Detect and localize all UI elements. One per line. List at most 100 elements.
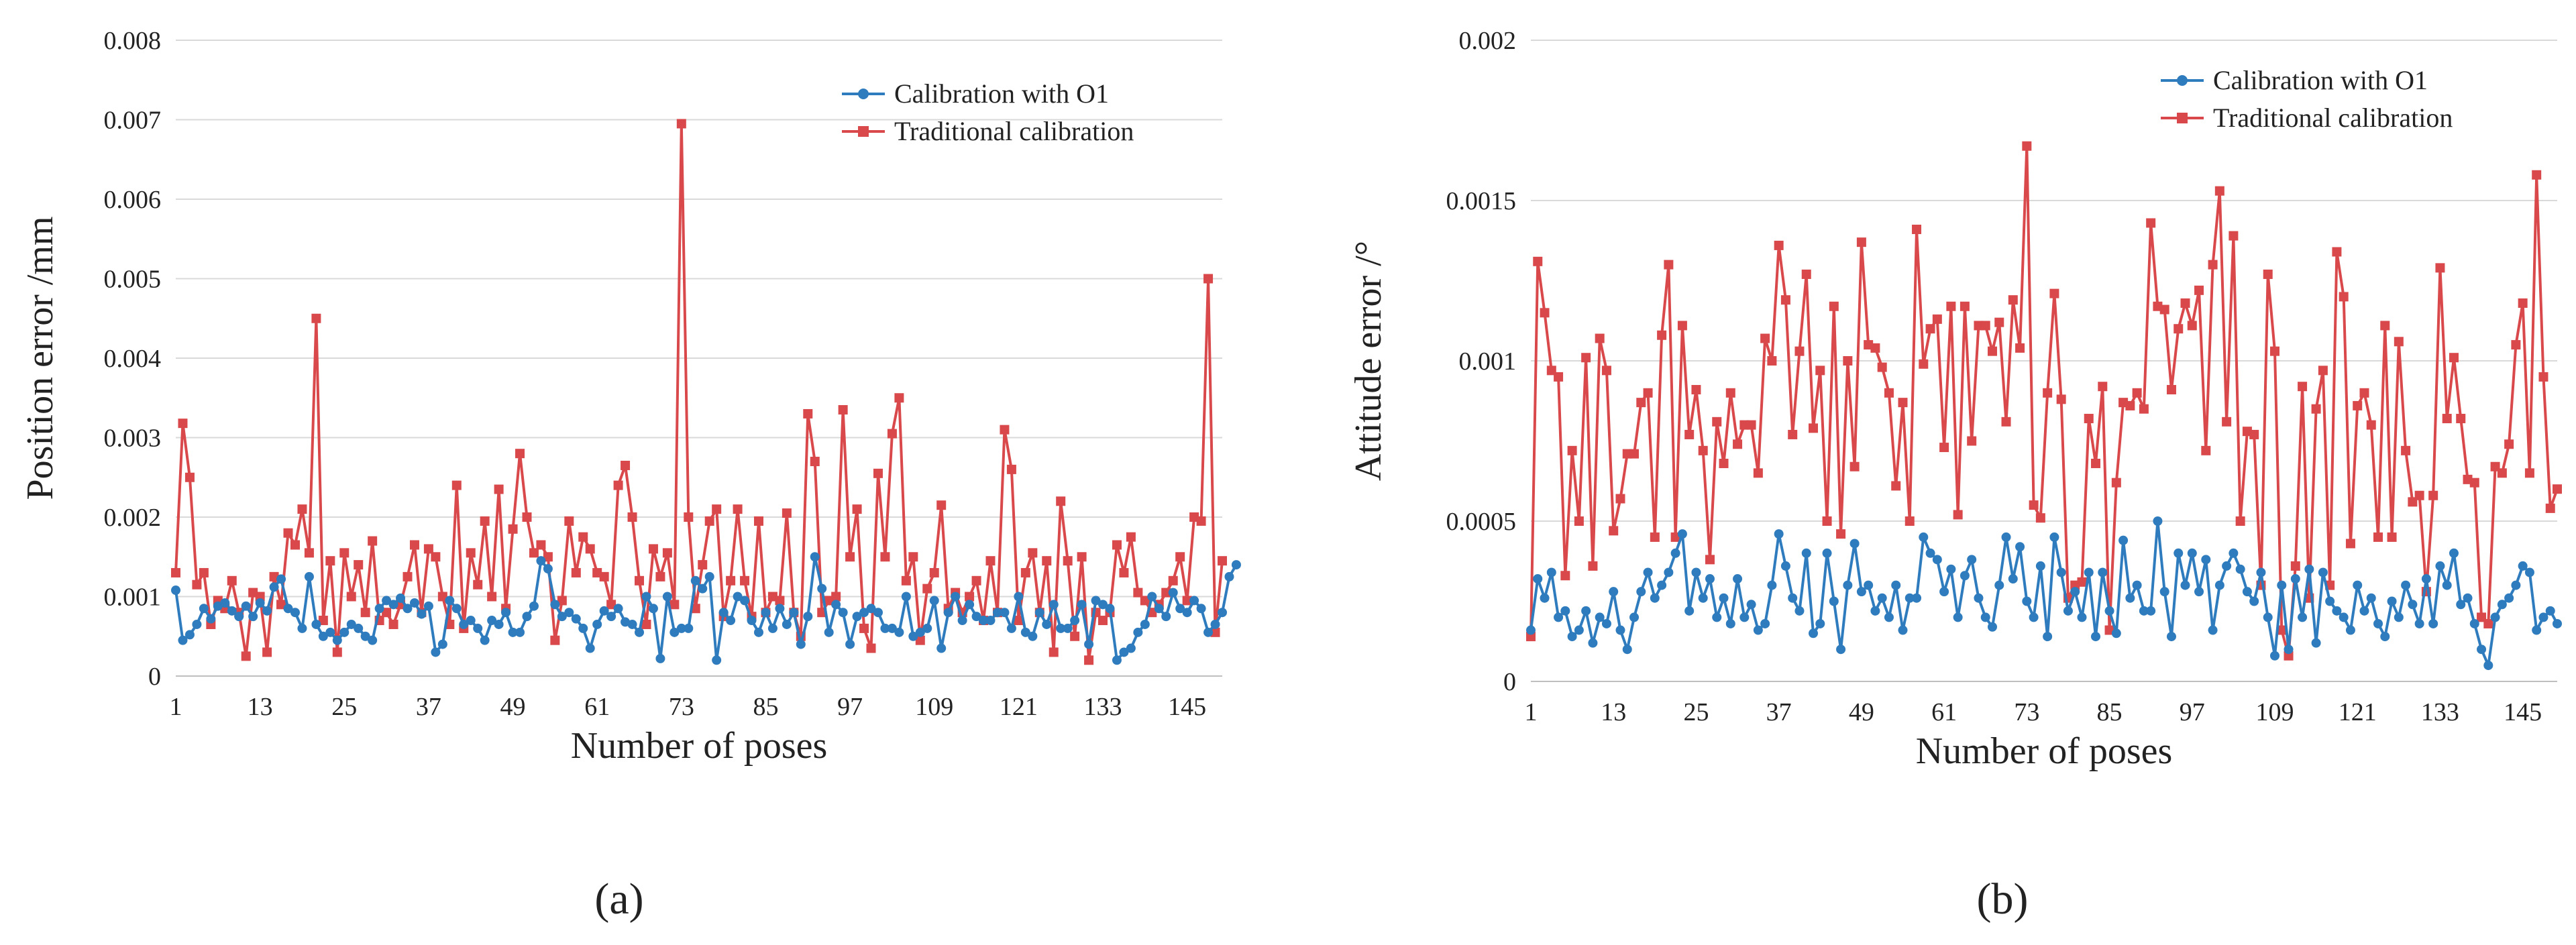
chart-b-series-o1-point xyxy=(1547,567,1556,577)
chart-b-series-traditional-point xyxy=(2511,340,2520,349)
chart-b-y-tick-label: 0.0015 xyxy=(1446,187,1517,215)
chart-a-series-o1-point xyxy=(234,612,244,621)
chart-b-y-axis-title: Attitude error /° xyxy=(1348,241,1389,481)
chart-a-series-o1-point xyxy=(368,636,377,645)
chart-b-series-o1-point xyxy=(1878,594,1887,603)
chart-a-y-axis-title: Position error /mm xyxy=(19,216,61,500)
chart-a-series-traditional-point xyxy=(782,508,792,518)
chart-b-series-o1-point xyxy=(1691,567,1701,577)
chart-a-series-o1-point xyxy=(270,582,279,592)
chart-b-x-axis-title: Number of poses xyxy=(1916,730,2173,772)
chart-b-series-o1-point xyxy=(2422,574,2431,583)
chart-a-series-traditional-point xyxy=(452,481,462,490)
chart-a-series-o1-point xyxy=(1000,608,1009,617)
chart-a-series-traditional-point xyxy=(936,500,946,510)
chart-a-series-o1-point xyxy=(936,644,946,653)
chart-b-series-traditional-point xyxy=(1809,423,1818,433)
chart-a-series-o1-point xyxy=(944,608,953,617)
chart-a-series-traditional-point xyxy=(1119,568,1128,577)
chart-b-series-o1-point xyxy=(2215,581,2224,590)
chart-a-series-traditional-point xyxy=(305,548,314,557)
chart-a-series-o1-point xyxy=(810,552,820,561)
chart-b-x-tick-label: 49 xyxy=(1849,698,1874,726)
chart-b-series-o1-point xyxy=(2125,594,2135,603)
chart-a-series-traditional-point xyxy=(972,576,981,586)
chart-a-series-traditional-point xyxy=(1126,533,1136,542)
chart-b-series-traditional-point xyxy=(1767,356,1776,366)
chart-b-series-o1-point xyxy=(1760,619,1770,628)
chart-b-series-traditional-point xyxy=(1946,302,1955,311)
chart-b-series-traditional-point xyxy=(2318,366,2328,375)
chart-a-series-o1-point xyxy=(333,636,342,645)
chart-a-series-o1-point xyxy=(1035,608,1044,617)
chart-a-series-traditional-point xyxy=(1084,655,1093,665)
chart-a-series-traditional-point xyxy=(705,516,714,526)
chart-a-series-o1-point xyxy=(445,596,454,605)
chart-b-series-o1-point xyxy=(1699,594,1708,603)
chart-b-series-o1-point xyxy=(2029,612,2039,622)
chart-b-series-o1-point xyxy=(2188,549,2197,558)
chart-a-series-traditional-point xyxy=(902,576,911,586)
chart-b-series-o1-point xyxy=(1664,567,1673,577)
chart-b-series-traditional-point xyxy=(1967,437,1976,446)
chart-b-series-traditional-point xyxy=(1712,417,1721,427)
chart-a-series-traditional-point xyxy=(839,405,848,414)
chart-a-x-tick-label: 85 xyxy=(753,693,778,721)
chart-a-series-traditional-point xyxy=(578,533,588,542)
chart-b-series-o1-point xyxy=(2318,567,2328,577)
chart-a-series-o1-point xyxy=(873,608,883,617)
chart-b-series-traditional-point xyxy=(1754,468,1763,478)
chart-b-series-o1-point xyxy=(2470,619,2479,628)
chart-a-x-axis-title: Number of poses xyxy=(571,725,828,767)
chart-b-series-traditional-point xyxy=(1719,459,1729,468)
chart-a-series-o1-point xyxy=(1028,632,1037,641)
chart-b-series-o1-point xyxy=(2036,561,2045,571)
chart-b-series-o1-point xyxy=(2249,597,2259,606)
chart-b-series-traditional-point xyxy=(2091,459,2100,468)
chart-b-series-traditional-point xyxy=(1788,430,1797,439)
chart-b-series-traditional-point xyxy=(1664,260,1673,270)
chart-a-series-traditional-point xyxy=(733,504,743,514)
chart-panel-b: 0 0.0005 0.001 0.0015 0.002 1 13 25 37 49 61 73 85 97… xyxy=(1288,0,2576,942)
chart-a-series-o1-point xyxy=(705,572,714,581)
chart-a-series-o1-point xyxy=(663,592,672,602)
chart-b-series-traditional-point xyxy=(1994,318,2004,327)
chart-b-series-traditional-point xyxy=(2449,353,2459,362)
chart-a-series-o1-point xyxy=(845,640,855,649)
chart-b-series-o1-point xyxy=(2325,597,2334,606)
chart-a-series-o1-point xyxy=(740,596,749,605)
chart-b-series-traditional-point xyxy=(1829,302,1839,311)
chart-a-series-o1-point xyxy=(199,604,209,613)
chart-a-series-traditional-point xyxy=(473,580,482,590)
chart-a-y-tick-label: 0.007 xyxy=(104,107,162,135)
chart-b-series-traditional-point xyxy=(1781,295,1790,304)
chart-b-series-traditional-point xyxy=(2401,446,2410,455)
chart-a-series-o1-point xyxy=(789,608,798,617)
chart-b-series-o1-point xyxy=(2277,581,2286,590)
chart-a-series-o1-point xyxy=(389,600,398,609)
chart-b-series-traditional-point xyxy=(2215,186,2224,196)
chart-b-series-traditional-point xyxy=(2201,446,2210,455)
chart-a-series-o1-point xyxy=(262,606,272,616)
chart-a-series-o1-point xyxy=(958,616,967,625)
chart-a-series-o1-point xyxy=(782,620,792,629)
chart-b-series-traditional-point xyxy=(1747,421,1756,430)
chart-b-x-tick-label: 1 xyxy=(1525,698,1538,726)
chart-a-series-traditional-point xyxy=(894,393,904,402)
chart-b-series-o1-point xyxy=(1829,597,1839,606)
chart-a-series-traditional-point xyxy=(922,584,932,594)
chart-a-series-o1-point xyxy=(606,612,616,621)
chart-a-series-traditional-point xyxy=(1112,540,1122,549)
chart-a-series-traditional-point xyxy=(241,651,251,661)
chart-a-series-o1-point xyxy=(754,628,763,637)
chart-a-series-o1-point xyxy=(1232,560,1241,569)
chart-a-series-o1-point xyxy=(1211,620,1220,629)
chart-b-series-o1-point xyxy=(1815,619,1825,628)
chart-a-series-o1-point xyxy=(824,628,834,637)
chart-a-series-traditional-point xyxy=(880,552,890,561)
chart-b-series-traditional-point xyxy=(1629,449,1639,459)
chart-b-series-traditional-point xyxy=(1540,308,1550,317)
chart-a-series-o1-point xyxy=(803,612,812,621)
chart-b-series-traditional-point xyxy=(1560,571,1570,580)
chart-a-series-traditional-point xyxy=(368,537,377,546)
